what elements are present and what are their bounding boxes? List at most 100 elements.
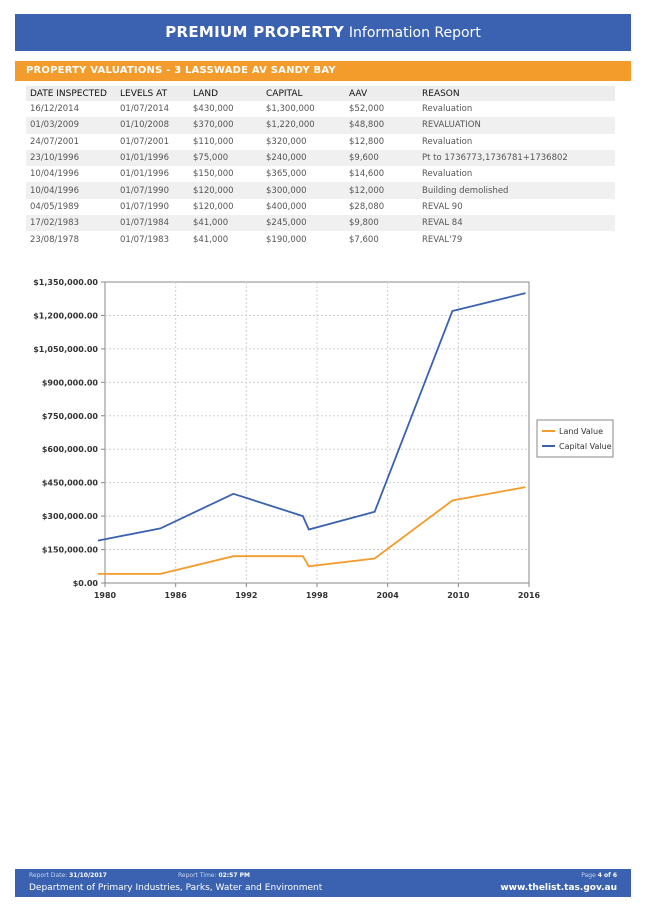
website-link[interactable]: www.thelist.tas.gov.au <box>500 883 617 893</box>
table-cell: $240,000 <box>262 149 345 167</box>
table-cell: $190,000 <box>266 234 307 245</box>
x-tick-label: 1980 <box>94 591 117 600</box>
table-cell: 01/03/2009 <box>26 117 116 134</box>
report-header: PREMIUM PROPERTY Information Report <box>15 14 631 51</box>
section-title: PROPERTY VALUATIONS - 3 LASSWADE AV SAND… <box>15 61 631 81</box>
legend <box>536 419 614 458</box>
table-cell: 01/07/1983 <box>120 234 169 245</box>
x-tick-label: 2010 <box>447 591 470 600</box>
table-cell: $370,000 <box>189 117 262 134</box>
column-header: DATE INSPECTED <box>26 86 116 101</box>
table-cell: REVAL 90 <box>422 201 463 212</box>
department-name: Department of Primary Industries, Parks,… <box>29 883 323 893</box>
table-cell: $120,000 <box>193 201 234 212</box>
table-row: 04/05/1989 01/07/1990 $120,000 $400,000 $28,… <box>26 199 615 215</box>
table-cell: 01/07/1990 <box>116 182 189 199</box>
table-header-row: DATE INSPECTED LEVELS AT LAND CAPITAL AA… <box>26 86 615 101</box>
table-cell: $75,000 <box>189 149 262 167</box>
x-tick-label: 1992 <box>235 591 257 600</box>
table-cell: Revaluation <box>422 104 473 115</box>
table-cell: $7,600 <box>349 234 379 245</box>
table-row: 10/04/1996 01/07/1990 $120,000 $300,000 $12,… <box>26 182 615 199</box>
table-cell: 01/01/1996 <box>116 149 189 167</box>
y-tick-label: $300,000.00 <box>42 512 99 521</box>
report-date-value: 31/10/2017 <box>69 872 107 879</box>
legend-label: Land Value <box>559 427 603 436</box>
table-cell: Pt to 1736773,1736781+1736802 <box>418 149 615 167</box>
y-tick-label: $1,200,000.00 <box>33 311 98 320</box>
table-cell: 01/07/2001 <box>120 136 169 147</box>
table-cell: $365,000 <box>266 169 307 180</box>
table-cell: 01/07/1990 <box>120 201 169 212</box>
table-cell: $1,220,000 <box>262 117 345 134</box>
series-line-capital-value <box>97 292 526 542</box>
table-cell: $110,000 <box>193 136 234 147</box>
table-cell: 01/01/1996 <box>120 169 169 180</box>
page-value: 4 of 6 <box>597 872 617 879</box>
table-cell: 10/04/1996 <box>26 182 116 199</box>
table-cell: 23/08/1978 <box>30 234 79 245</box>
valuation-chart: $0.00 $150,000.00 $300,000.00 $450,000.00 $6… <box>33 278 614 600</box>
y-tick-label: $1,050,000.00 <box>33 345 98 354</box>
report-time-label: Report Time: <box>178 872 217 879</box>
table-cell: 24/07/2001 <box>30 136 79 147</box>
column-header: LAND <box>189 86 262 101</box>
plot-area <box>104 281 530 584</box>
table-cell: $14,600 <box>349 169 385 180</box>
table-cell: 17/02/1983 <box>26 215 116 232</box>
table-cell: Revaluation <box>422 136 473 147</box>
table-cell: $430,000 <box>193 104 234 115</box>
table-cell: $12,800 <box>349 136 385 147</box>
table-cell: 16/12/2014 <box>30 104 79 115</box>
table-cell: $52,000 <box>349 104 385 115</box>
table-cell: $150,000 <box>193 169 234 180</box>
table-row: 16/12/2014 01/07/2014 $430,000 $1,300,000 $5… <box>26 101 615 117</box>
series-line-land-value <box>97 486 526 575</box>
y-tick-label: $0.00 <box>73 579 99 588</box>
y-tick-label: $600,000.00 <box>42 445 99 454</box>
y-tick-label: $900,000.00 <box>42 378 99 387</box>
report-date: Report Date: 31/10/2017 <box>29 872 107 879</box>
column-header: AAV <box>345 86 418 101</box>
report-time: Report Time: 02:57 PM <box>178 872 250 879</box>
x-tick-label: 1986 <box>165 591 188 600</box>
x-tick-label: 2016 <box>518 591 541 600</box>
table-row: 17/02/1983 01/07/1984 $41,000 $245,000 $9,80… <box>26 215 615 232</box>
table-cell: $300,000 <box>262 182 345 199</box>
y-tick-label: $1,350,000.00 <box>33 278 98 287</box>
table-cell: $48,800 <box>345 117 418 134</box>
x-tick-label: 2004 <box>377 591 400 600</box>
table-cell: $12,000 <box>345 182 418 199</box>
table-cell: Revaluation <box>422 169 473 180</box>
table-cell: 10/04/1996 <box>30 169 79 180</box>
column-header: CAPITAL <box>262 86 345 101</box>
table-cell: REVALUATION <box>418 117 615 134</box>
table-cell: $245,000 <box>262 215 345 232</box>
page-number: Page 4 of 6 <box>581 872 617 879</box>
table-cell: $120,000 <box>189 182 262 199</box>
footer: Report Date: 31/10/2017 Report Time: 02:… <box>15 869 631 897</box>
table-cell: $41,000 <box>193 234 229 245</box>
report-title-strong: PREMIUM PROPERTY <box>165 23 345 41</box>
report-time-value: 02:57 PM <box>218 872 250 879</box>
valuations-table: DATE INSPECTED LEVELS AT LAND CAPITAL AA… <box>26 86 615 248</box>
table-cell: 01/10/2008 <box>116 117 189 134</box>
table-cell: 04/05/1989 <box>30 201 79 212</box>
table-row: 23/10/1996 01/01/1996 $75,000 $240,000 $9,60… <box>26 149 615 167</box>
table-cell: $400,000 <box>266 201 307 212</box>
table-row: 01/03/2009 01/10/2008 $370,000 $1,220,000 $4… <box>26 117 615 134</box>
table-cell: REVAL'79 <box>422 234 463 245</box>
table-row: 24/07/2001 01/07/2001 $110,000 $320,000 $12,… <box>26 134 615 150</box>
table-row: 10/04/1996 01/01/1996 $150,000 $365,000 $14,… <box>26 166 615 182</box>
table-cell: REVAL 84 <box>418 215 615 232</box>
table-cell: $28,080 <box>349 201 385 212</box>
table-cell: $320,000 <box>266 136 307 147</box>
table-cell: $9,800 <box>345 215 418 232</box>
y-tick-label: $750,000.00 <box>42 412 99 421</box>
table-cell: 01/07/1984 <box>116 215 189 232</box>
x-tick-label: 1998 <box>306 591 329 600</box>
table-row: 23/08/1978 01/07/1983 $41,000 $190,000 $7,60… <box>26 231 615 247</box>
table-cell: $1,300,000 <box>266 104 315 115</box>
table-cell: 01/07/2014 <box>120 104 169 115</box>
report-date-label: Report Date: <box>29 872 68 879</box>
